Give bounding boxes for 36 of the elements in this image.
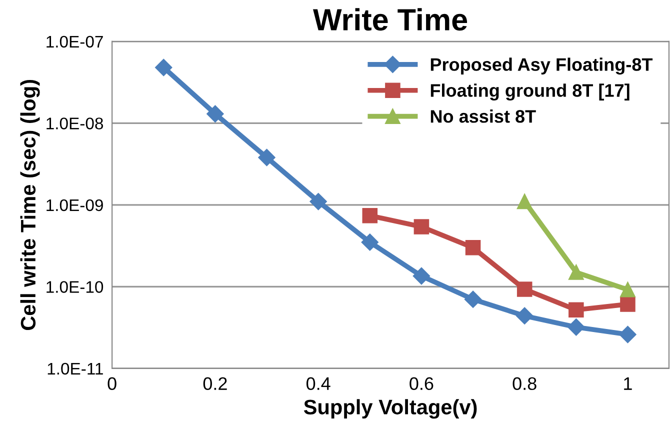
point bbox=[414, 219, 430, 234]
point bbox=[619, 326, 636, 344]
y-axis-title: Cell write Time (sec) (log) bbox=[20, 80, 40, 330]
y-tick-label: 1.0E-10 bbox=[46, 281, 104, 293]
point bbox=[362, 208, 378, 224]
point bbox=[465, 240, 481, 256]
point bbox=[206, 105, 224, 122]
point bbox=[361, 234, 378, 251]
x-tick-label: 0 bbox=[108, 377, 116, 390]
legend-label: Proposed Asy Floating-8T bbox=[430, 58, 653, 75]
point bbox=[310, 192, 327, 210]
point bbox=[620, 296, 636, 312]
point bbox=[412, 267, 430, 285]
point bbox=[568, 318, 585, 336]
legend-label: No assist 8T bbox=[430, 110, 536, 123]
x-tick-label: 0.8 bbox=[512, 377, 536, 390]
point bbox=[516, 194, 532, 210]
x-axis-title: Supply Voltage(v) bbox=[304, 399, 477, 419]
x-tick-label: 0.2 bbox=[203, 377, 227, 390]
y-tick-label: 1.0E-08 bbox=[46, 118, 104, 130]
y-tick-label: 1.0E-07 bbox=[46, 36, 103, 48]
y-tick-label: 1.0E-11 bbox=[48, 362, 103, 375]
point bbox=[155, 58, 172, 76]
legend-label: Floating ground 8T [17] bbox=[430, 84, 630, 101]
point bbox=[516, 282, 532, 297]
point bbox=[620, 282, 636, 298]
chart-title: Write Time bbox=[312, 8, 468, 31]
x-tick-label: 0.6 bbox=[410, 377, 434, 390]
point bbox=[516, 307, 534, 324]
y-tick-label: 1.0E-09 bbox=[46, 199, 103, 212]
x-tick-label: 0.4 bbox=[306, 377, 330, 390]
point bbox=[568, 264, 584, 280]
point bbox=[464, 290, 482, 308]
point bbox=[258, 148, 276, 166]
x-tick-label: 1 bbox=[624, 377, 632, 390]
point bbox=[568, 302, 584, 318]
